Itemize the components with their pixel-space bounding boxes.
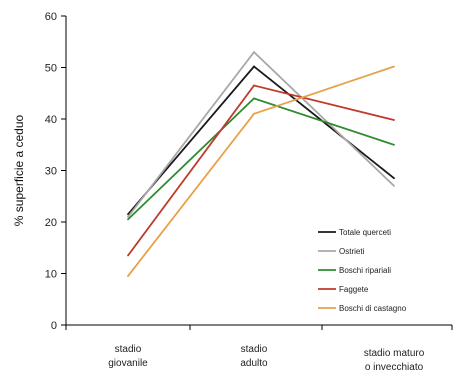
x-category-label: stadio maturo o invecchiato [364,348,425,373]
legend-label: Totale querceti [339,228,391,237]
y-axis-title: % superficie a ceduo [12,114,26,226]
legend-label: Faggete [339,285,369,294]
legend-item: Boschi di castagno [318,304,407,313]
series-1 [127,50,395,218]
data-point [253,112,255,115]
legend-item: Faggete [318,285,369,294]
y-tick-label: 20 [45,217,57,229]
series-2 [127,97,395,221]
legend-item: Boschi ripariali [318,266,391,275]
data-point [127,216,129,218]
data-point [253,97,255,100]
x-category-label-line: stadio [241,344,268,355]
legend-item: Ostrieti [318,247,365,256]
data-point [127,254,129,257]
legend-label: Boschi ripariali [339,266,391,275]
x-category-label-line: stadio [115,344,142,355]
legend-item: Totale querceti [318,228,391,237]
data-point [127,213,129,216]
data-point [127,275,129,277]
data-point [393,65,395,68]
data-point [393,143,395,146]
legend: Totale querceti Ostrieti Boschi ripariali F… [318,228,407,313]
series-3 [127,84,395,257]
legend-label: Boschi di castagno [339,304,407,313]
x-category-label-line: giovanile [108,358,148,369]
y-tick-label: 10 [45,269,57,281]
data-point [127,218,129,221]
data-point [253,84,255,87]
series-lines [127,50,395,277]
y-tick-label: 60 [45,11,57,23]
data-point [253,51,255,53]
x-category-label: stadio adulto [240,344,268,369]
y-tick-label: 0 [51,320,57,332]
series-line [127,50,395,218]
y-tick-label: 40 [45,114,57,126]
data-point [253,65,255,68]
chart-axes: 0 10 20 30 40 50 60 stadio giovanile stadio adulto… [12,11,453,373]
x-category-label: stadio giovanile [108,344,148,369]
y-tick-label: 50 [45,63,57,75]
x-category-label-line: stadio maturo [364,348,425,359]
data-point [393,119,395,121]
legend-label: Ostrieti [339,247,365,256]
data-point [393,177,395,180]
series-4 [127,65,395,277]
series-line [127,65,395,215]
x-category-label-line: adulto [240,358,268,369]
series-line [127,65,395,277]
y-tick-label: 30 [45,166,57,178]
data-point [393,185,395,187]
x-category-label-line: o invecchiato [365,362,424,373]
